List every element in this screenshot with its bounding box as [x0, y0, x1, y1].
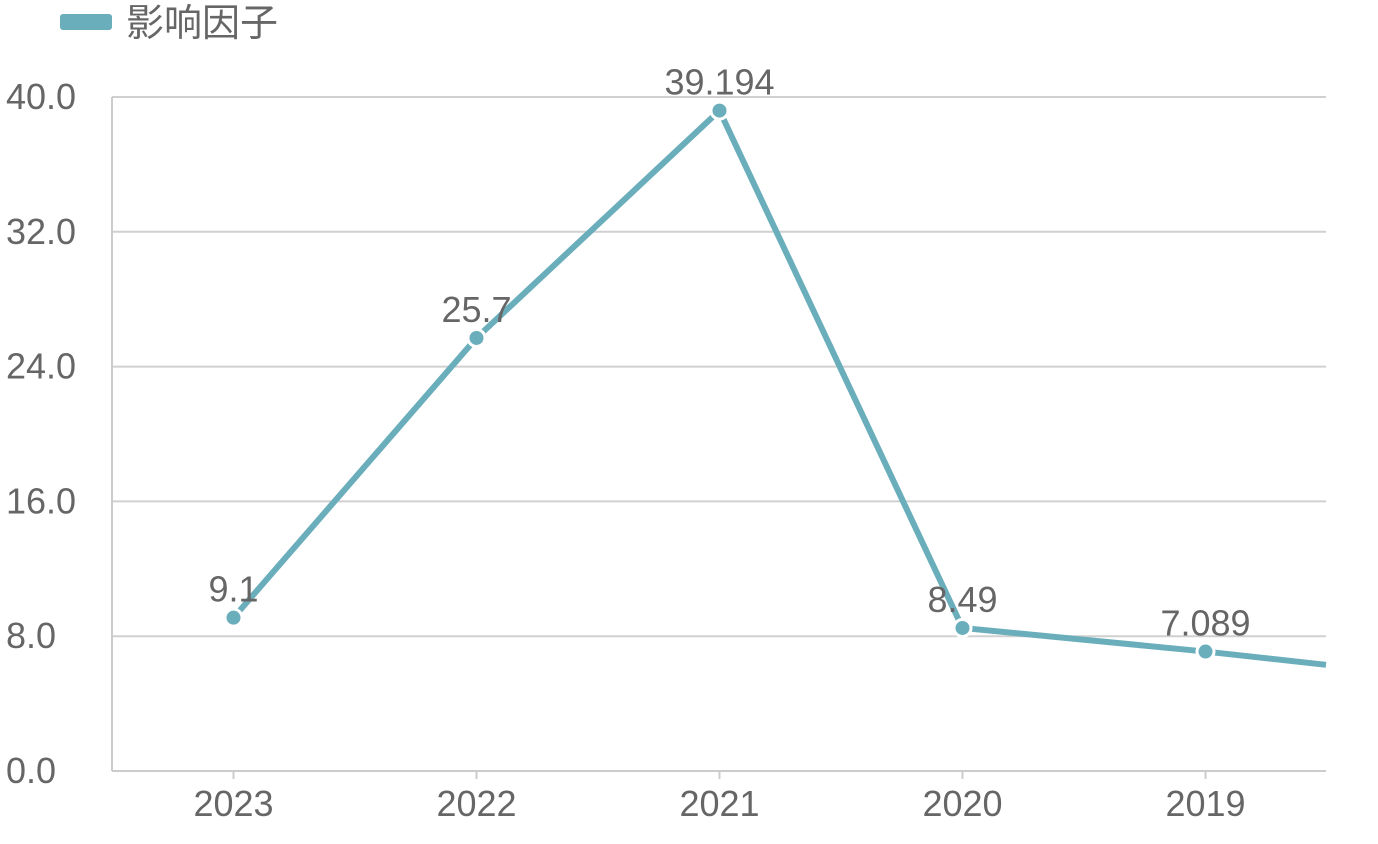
- legend-label: 影响因子: [126, 1, 278, 45]
- data-point-0: [223, 607, 244, 628]
- legend[interactable]: 影响因子: [60, 1, 278, 45]
- data-label-3: 8.49: [927, 579, 997, 620]
- y-tick-label-3: 24.0: [6, 346, 76, 387]
- x-tick-label-0: 2023: [193, 783, 273, 824]
- x-tick-label-1: 2022: [436, 783, 516, 824]
- y-axis-ticks: 0.0 8.0 16.0 24.0 32.0 40.0: [6, 76, 76, 791]
- data-point-2: [709, 100, 730, 121]
- x-tick-label-3: 2020: [922, 783, 1002, 824]
- legend-swatch: [60, 14, 112, 30]
- y-tick-label-2: 16.0: [6, 480, 76, 521]
- x-axis-ticks: 2023 2022 2021 2020 2019: [193, 771, 1246, 824]
- grid-lines: [112, 96, 1326, 638]
- y-tick-label-5: 40.0: [6, 76, 76, 117]
- y-tick-label-1: 8.0: [6, 615, 56, 656]
- data-point-1: [466, 327, 487, 348]
- y-tick-label-4: 32.0: [6, 211, 76, 252]
- x-tick-label-2: 2021: [679, 783, 759, 824]
- data-label-2: 39.194: [664, 62, 774, 103]
- data-point-4: [1195, 641, 1216, 662]
- data-label-1: 25.7: [441, 289, 511, 330]
- y-tick-label-0: 0.0: [6, 750, 56, 791]
- data-label-0: 9.1: [208, 569, 258, 610]
- series-line: [231, 107, 1327, 668]
- series-group: [223, 100, 1327, 668]
- data-label-4: 7.089: [1160, 603, 1250, 644]
- data-point-3: [952, 617, 973, 638]
- axes: [111, 97, 1326, 772]
- x-tick-label-4: 2019: [1165, 783, 1245, 824]
- data-labels: 9.1 25.7 39.194 8.49 7.089: [208, 62, 1250, 644]
